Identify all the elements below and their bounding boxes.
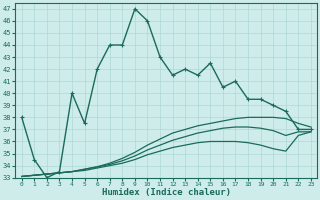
X-axis label: Humidex (Indice chaleur): Humidex (Indice chaleur) — [102, 188, 231, 197]
